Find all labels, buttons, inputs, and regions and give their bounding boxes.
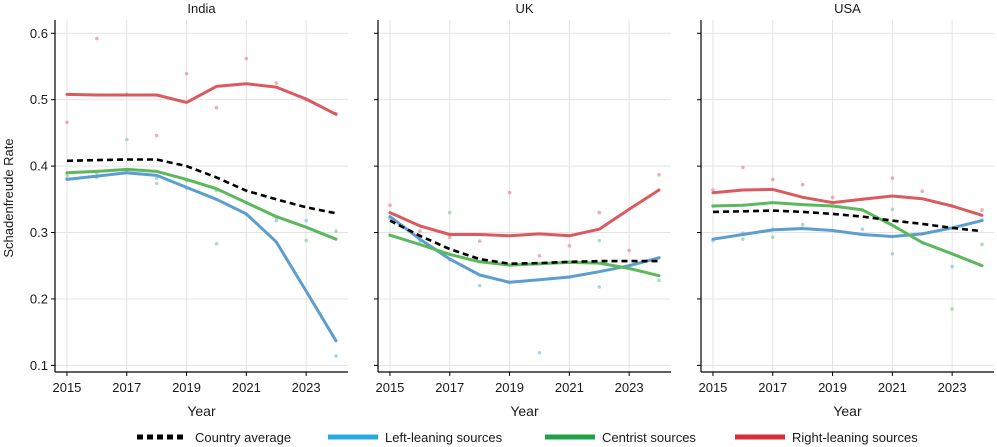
data-point-right (830, 195, 835, 200)
data-point-right (890, 176, 895, 180)
series-line-right (65, 82, 338, 116)
data-point-right (154, 133, 159, 138)
data-point-right (244, 56, 249, 61)
data-point-centrist (800, 222, 805, 227)
data-point-left (334, 354, 338, 358)
panel-title: UK (515, 1, 533, 16)
x-tick-label: 2015 (375, 380, 404, 395)
x-tick-label: 2017 (112, 380, 141, 395)
y-tick-label: 0.2 (30, 291, 48, 306)
series-line-avg (389, 219, 659, 265)
panel-title: India (187, 1, 216, 16)
panel-uk: 2015 2017 2019 2021 2023 Year UK (374, 1, 671, 419)
legend: Country average Left-leaning sources Centr… (137, 430, 918, 445)
data-point-right (741, 165, 745, 170)
data-point-right (507, 190, 512, 195)
data-point-centrist (597, 238, 602, 243)
series-line-avg (66, 158, 337, 215)
x-tick-label: 2019 (495, 380, 524, 395)
data-point-right (537, 253, 542, 258)
x-tick-label: 2021 (232, 380, 261, 395)
x-tick-label: 2023 (292, 380, 321, 395)
x-tick-label: 2021 (555, 380, 584, 395)
data-point-right (477, 239, 482, 243)
data-point-right (657, 172, 661, 177)
y-axis-label: Schadenfreude Rate (1, 138, 16, 257)
series-line-left (711, 219, 984, 241)
data-point-right (184, 71, 189, 76)
data-point-centrist (770, 235, 775, 239)
data-point-right (597, 210, 602, 215)
data-point-right (920, 189, 925, 194)
legend-label-avg: Country average (195, 430, 291, 445)
legend-label-left: Left-leaning sources (385, 430, 503, 445)
x-axis-label: Year (833, 403, 862, 419)
data-point-left (537, 350, 542, 355)
data-point-right (418, 229, 422, 233)
data-point-left (890, 251, 895, 256)
data-point-left (860, 227, 865, 232)
legend-label-right: Right-leaning sources (792, 430, 918, 445)
data-point-centrist (890, 207, 895, 212)
data-point-right (388, 203, 392, 208)
data-point-centrist (657, 278, 661, 283)
data-point-left (597, 285, 602, 289)
panel-india: 0.1 0.2 0.3 0.4 0.5 0.6 2015 2017 2019 2021 2023 Ye… (30, 1, 348, 419)
data-point-centrist (65, 173, 69, 178)
data-point-right (65, 120, 69, 125)
x-tick-label: 2021 (878, 380, 907, 395)
x-tick-label: 2015 (52, 380, 81, 395)
x-tick-label: 2019 (172, 380, 201, 395)
data-point-right (800, 182, 805, 187)
x-axis-label: Year (510, 403, 539, 419)
data-point-centrist (154, 181, 159, 186)
series-line-centrist (711, 201, 984, 268)
data-point-centrist (304, 238, 308, 243)
data-point-centrist (950, 307, 954, 311)
series-line-centrist (65, 167, 338, 241)
y-tick-label: 0.1 (30, 358, 48, 373)
series-line-avg (712, 209, 983, 233)
y-tick-label: 0.3 (30, 225, 48, 240)
data-point-centrist (447, 210, 452, 215)
x-tick-label: 2019 (818, 380, 847, 395)
data-point-centrist (741, 237, 745, 241)
y-tick-label: 0.5 (30, 92, 48, 107)
data-point-right (770, 177, 775, 182)
data-point-left (304, 218, 308, 223)
x-tick-label: 2015 (698, 380, 727, 395)
x-tick-label: 2023 (938, 380, 967, 395)
data-point-right (274, 81, 279, 85)
data-point-right (214, 105, 219, 110)
legend-label-centrist: Centrist sources (602, 430, 696, 445)
panel-usa: 2015 2017 2019 2021 2023 Year USA (697, 1, 994, 419)
data-point-right (980, 208, 984, 212)
series-line-left (65, 171, 338, 343)
x-tick-label: 2017 (435, 380, 464, 395)
data-point-left (274, 218, 279, 223)
data-point-centrist (980, 242, 984, 247)
x-tick-label: 2023 (615, 380, 644, 395)
x-axis-label: Year (187, 403, 216, 419)
x-tick-label: 2017 (758, 380, 787, 395)
data-point-right (627, 248, 631, 253)
panels-layer: 0.1 0.2 0.3 0.4 0.5 0.6 2015 2017 2019 2021 2023 Ye… (30, 1, 994, 419)
data-point-right (95, 36, 99, 41)
y-tick-label: 0.4 (30, 159, 48, 174)
series-line-right (388, 188, 661, 238)
data-point-right (711, 188, 715, 192)
data-point-centrist (334, 229, 338, 233)
series-line-right (711, 187, 984, 217)
data-point-right (567, 244, 572, 248)
data-point-right (447, 235, 452, 239)
panel-title: USA (834, 1, 861, 16)
data-point-centrist (124, 137, 129, 142)
data-point-left (950, 264, 954, 269)
y-tick-label: 0.6 (30, 26, 48, 41)
data-point-left (214, 242, 219, 246)
data-point-left (477, 283, 482, 288)
